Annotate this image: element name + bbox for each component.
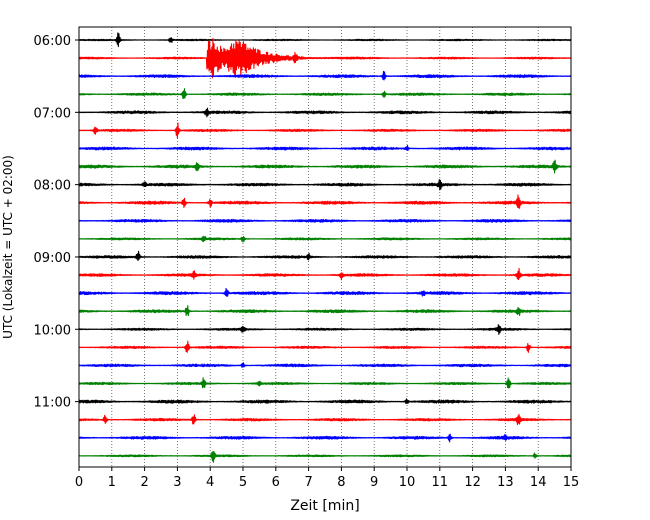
trace-1000 [78, 324, 572, 335]
y-axis-ticks: 06:00 07:00 08:00 09:00 10:00 11:00 [34, 34, 79, 411]
x-tick-label: 4 [206, 475, 214, 490]
x-tick-label: 8 [337, 475, 345, 490]
x-axis-ticks: 0 1 2 3 4 5 6 7 8 9 10 11 12 13 14 15 [75, 467, 579, 490]
trace-0630 [78, 70, 572, 81]
x-tick-label: 9 [370, 475, 378, 490]
trace-0830 [78, 218, 572, 223]
plot-frame [78, 26, 572, 468]
trace-0700 [78, 107, 572, 118]
trace-1145 [78, 450, 572, 463]
x-tick-label: 5 [239, 475, 247, 490]
x-tick-label: 6 [272, 475, 280, 490]
y-tick-label: 07:00 [34, 106, 71, 121]
trace-0815 [78, 194, 572, 209]
y-tick-label: 08:00 [34, 179, 71, 194]
x-tick-label: 10 [399, 475, 416, 490]
trace-1130 [78, 433, 572, 443]
x-axis-label: Zeit [min] [290, 498, 359, 514]
y-tick-label: 09:00 [34, 251, 71, 266]
trace-1115 [78, 413, 572, 426]
x-tick-label: 3 [173, 475, 181, 490]
trace-0715 [78, 122, 572, 139]
x-tick-label: 12 [464, 475, 481, 490]
x-tick-label: 1 [108, 475, 116, 490]
trace-0645 [78, 88, 572, 99]
trace-0730 [78, 145, 572, 152]
trace-0845 [78, 235, 572, 243]
trace-1045 [78, 377, 572, 389]
x-tick-label: 11 [432, 475, 449, 490]
trace-0930 [78, 287, 572, 297]
plot-background [79, 27, 571, 467]
x-tick-label: 7 [304, 475, 312, 490]
trace-group [78, 32, 572, 463]
trace-0945 [78, 305, 572, 317]
trace-0900 [78, 250, 572, 262]
x-tick-label: 13 [497, 475, 514, 490]
x-tick-label: 2 [140, 475, 148, 490]
trace-1015 [78, 340, 572, 353]
trace-0600 [78, 32, 572, 48]
trace-0745 [78, 159, 572, 174]
y-axis-label: UTC (Lokalzeit = UTC + 02:00) [1, 155, 15, 339]
trace-1030 [78, 362, 572, 368]
grid-lines [111, 27, 539, 467]
x-tick-label: 0 [75, 475, 83, 490]
trace-0915 [78, 267, 572, 281]
y-tick-label: 11:00 [34, 396, 71, 411]
trace-1100 [78, 398, 572, 405]
trace-0615 [78, 37, 572, 79]
trace-0800 [78, 179, 572, 191]
x-tick-label: 15 [563, 475, 580, 490]
x-tick-label: 14 [530, 475, 547, 490]
y-tick-label: 06:00 [34, 34, 71, 49]
y-tick-label: 10:00 [34, 323, 71, 338]
